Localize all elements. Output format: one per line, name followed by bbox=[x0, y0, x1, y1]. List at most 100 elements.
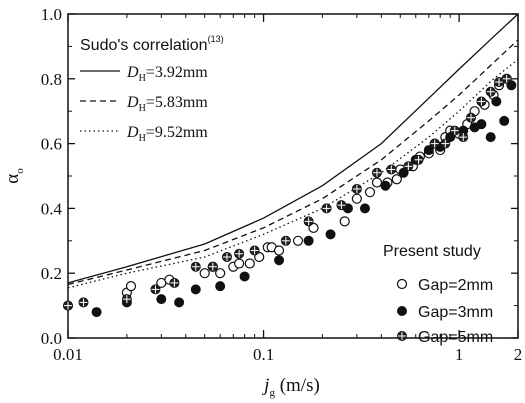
legend-marker-filled bbox=[397, 306, 407, 316]
legend-marker-cross bbox=[397, 331, 407, 341]
marker-gap-2mm bbox=[339, 216, 350, 227]
marker-gap-2mm bbox=[234, 258, 245, 269]
legend-label-dh-2-sym: D bbox=[126, 94, 139, 111]
marker-gap-5mm bbox=[440, 138, 451, 149]
marker-gap-5mm bbox=[465, 112, 476, 123]
marker-gap-5mm bbox=[449, 125, 460, 136]
marker-gap-3mm bbox=[174, 297, 185, 308]
correlation-legend-title: Sudo's correlation(13) bbox=[80, 34, 224, 54]
correlation-curve-dashed bbox=[67, 39, 519, 286]
marker-gap-5mm bbox=[280, 235, 291, 246]
y-tick-label: 0.4 bbox=[41, 199, 63, 218]
marker-gap-5mm bbox=[371, 167, 382, 178]
marker-gap-2mm bbox=[199, 268, 210, 279]
marker-gap-5mm bbox=[336, 200, 347, 211]
marker-gap-3mm bbox=[359, 203, 370, 214]
legend-label-dh-2-sub: H bbox=[139, 103, 146, 114]
marker-gap-2mm bbox=[364, 187, 376, 198]
marker-gap-5mm bbox=[403, 161, 414, 172]
legend-label-dh-3-rest: =9.52mm bbox=[146, 124, 208, 141]
marker-gap-5mm bbox=[221, 252, 232, 262]
marker-gap-5mm bbox=[150, 284, 161, 295]
marker-gap-2mm bbox=[351, 193, 362, 204]
marker-gap-5mm bbox=[501, 73, 512, 84]
marker-gap-3mm bbox=[215, 281, 226, 292]
x-axis-label-main: j bbox=[261, 375, 269, 396]
y-axis-label: αo bbox=[2, 168, 26, 184]
marker-gap-5mm bbox=[351, 183, 362, 194]
marker-gap-3mm bbox=[476, 119, 487, 130]
marker-gap-5mm bbox=[413, 154, 424, 165]
axis-ticks: 0.0 0.2 0.4 0.6 0.8 1.0 0.01 0.1 1 2 bbox=[41, 5, 523, 364]
x-tick-label: 1 bbox=[455, 345, 464, 364]
marker-gap-3mm bbox=[190, 284, 201, 295]
marker-gap-5mm bbox=[303, 216, 314, 227]
marker-gap-5mm bbox=[476, 96, 487, 107]
legend-label-dh-1-sym: D bbox=[126, 64, 139, 81]
legend-label-dh-2-rest: =5.83mm bbox=[146, 94, 208, 111]
legend-marker-open bbox=[396, 278, 408, 290]
marker-gap-5mm bbox=[458, 132, 469, 143]
y-tick-label: 1.0 bbox=[41, 5, 62, 24]
marker-gap-5mm bbox=[234, 248, 245, 259]
marker-gap-2mm bbox=[215, 268, 226, 279]
marker-gap-3mm bbox=[499, 115, 510, 126]
legend-label-gap-2: Gap=2mm bbox=[418, 277, 493, 294]
marker-gap-5mm bbox=[485, 86, 496, 97]
marker-gap-5mm bbox=[63, 300, 73, 311]
marker-gap-2mm bbox=[391, 174, 402, 185]
marker-gap-3mm bbox=[491, 96, 502, 107]
correlation-legend: Sudo's correlation(13) DH=3.92mm DH=5.83… bbox=[80, 34, 224, 144]
x-axis-label-sub: g bbox=[269, 387, 275, 399]
x-axis-label-units: (m/s) bbox=[275, 375, 320, 396]
marker-gap-3mm bbox=[423, 145, 434, 156]
marker-gap-3mm bbox=[485, 132, 496, 143]
y-tick-label: 0.2 bbox=[41, 264, 62, 283]
correlation-curves bbox=[67, 13, 519, 289]
x-tick-label: 0.01 bbox=[53, 345, 83, 364]
marker-gap-2mm bbox=[371, 177, 383, 188]
study-legend: Present study Gap=2mm Gap=3mm Gap=5mm bbox=[383, 243, 493, 346]
data-markers bbox=[63, 73, 517, 318]
correlation-legend-title-ref: (13) bbox=[208, 34, 224, 44]
legend-label-dh-2: DH=5.83mm bbox=[126, 94, 208, 114]
legend-label-dh-1-sub: H bbox=[139, 73, 146, 84]
correlation-curve-dotted bbox=[67, 58, 519, 289]
marker-gap-5mm bbox=[78, 297, 89, 308]
marker-gap-3mm bbox=[156, 294, 167, 305]
marker-gap-3mm bbox=[325, 229, 336, 240]
legend-label-gap-3: Gap=3mm bbox=[418, 304, 493, 321]
marker-gap-5mm bbox=[169, 277, 180, 288]
marker-gap-2mm bbox=[292, 235, 304, 246]
marker-gap-3mm bbox=[91, 307, 102, 318]
study-legend-title: Present study bbox=[383, 243, 481, 260]
marker-gap-2mm bbox=[273, 245, 285, 256]
marker-gap-5mm bbox=[121, 294, 132, 305]
marker-gap-3mm bbox=[380, 180, 391, 191]
correlation-curve-solid bbox=[67, 13, 519, 284]
y-axis-label-main: α bbox=[2, 174, 23, 184]
correlation-legend-title-text: Sudo's correlation bbox=[80, 37, 208, 54]
marker-gap-3mm bbox=[303, 235, 314, 246]
marker-gap-3mm bbox=[274, 255, 285, 266]
x-tick-label: 2 bbox=[514, 345, 523, 364]
marker-gap-5mm bbox=[249, 245, 260, 256]
y-tick-label: 0.0 bbox=[41, 329, 62, 348]
y-tick-label: 0.6 bbox=[41, 135, 62, 154]
legend-label-dh-3-sym: D bbox=[126, 124, 139, 141]
marker-gap-5mm bbox=[429, 138, 440, 149]
marker-gap-2mm bbox=[244, 258, 255, 269]
marker-gap-2mm bbox=[125, 281, 137, 292]
legend-label-dh-1-rest: =3.92mm bbox=[146, 64, 208, 81]
x-tick-label: 0.1 bbox=[253, 345, 274, 364]
marker-gap-5mm bbox=[321, 203, 332, 214]
x-axis-label: jg (m/s) bbox=[261, 375, 320, 399]
marker-gap-5mm bbox=[386, 164, 397, 175]
marker-gap-5mm bbox=[207, 261, 218, 272]
y-axis-label-sub: o bbox=[14, 168, 26, 174]
marker-gap-5mm bbox=[190, 261, 201, 272]
y-tick-label: 0.8 bbox=[41, 70, 62, 89]
legend-label-dh-3: DH=9.52mm bbox=[126, 124, 208, 144]
legend-label-dh-1: DH=3.92mm bbox=[126, 64, 208, 84]
